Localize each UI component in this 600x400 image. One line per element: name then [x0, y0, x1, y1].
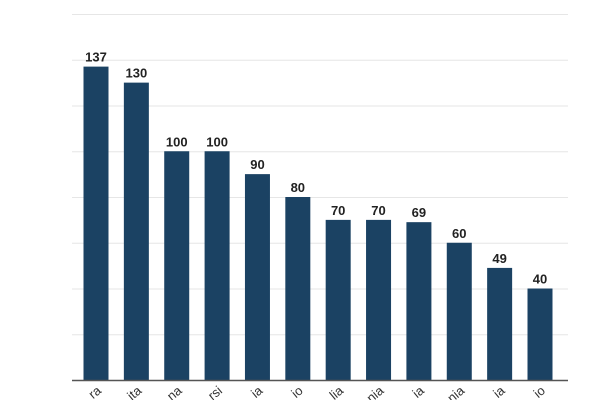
- bar: [164, 151, 190, 380]
- category-label: na: [164, 382, 185, 400]
- category-label: ra: [85, 382, 104, 400]
- bar: [83, 66, 109, 381]
- bar: [123, 82, 149, 380]
- bar: [285, 197, 311, 380]
- bar: [325, 219, 351, 380]
- category-label: ia: [248, 382, 266, 400]
- category-label: io: [531, 383, 548, 400]
- category-label: nia: [444, 382, 468, 400]
- data-label: 49: [492, 251, 506, 266]
- category-label: nia: [364, 382, 388, 400]
- bar: [366, 219, 392, 380]
- data-label: 69: [412, 205, 426, 220]
- data-label: 80: [291, 180, 305, 195]
- bar: [527, 288, 553, 380]
- data-label: 40: [533, 272, 547, 287]
- category-label: io: [288, 383, 305, 400]
- data-label: 100: [166, 134, 188, 149]
- bar: [204, 151, 230, 380]
- bar: [244, 174, 270, 380]
- category-label: ia: [409, 382, 427, 400]
- data-label: 100: [206, 134, 228, 149]
- category-label: ita: [124, 382, 145, 400]
- bar: [406, 222, 432, 380]
- data-label: 60: [452, 226, 466, 241]
- category-label: lia: [326, 382, 346, 400]
- data-label: 70: [331, 203, 345, 218]
- data-label: 130: [126, 66, 148, 81]
- bar: [446, 242, 472, 380]
- category-label: rsi: [205, 383, 225, 400]
- data-label: 90: [250, 157, 264, 172]
- category-label: ia: [490, 382, 508, 400]
- bar: [487, 267, 513, 380]
- data-label: 70: [371, 203, 385, 218]
- data-label: 137: [85, 50, 107, 65]
